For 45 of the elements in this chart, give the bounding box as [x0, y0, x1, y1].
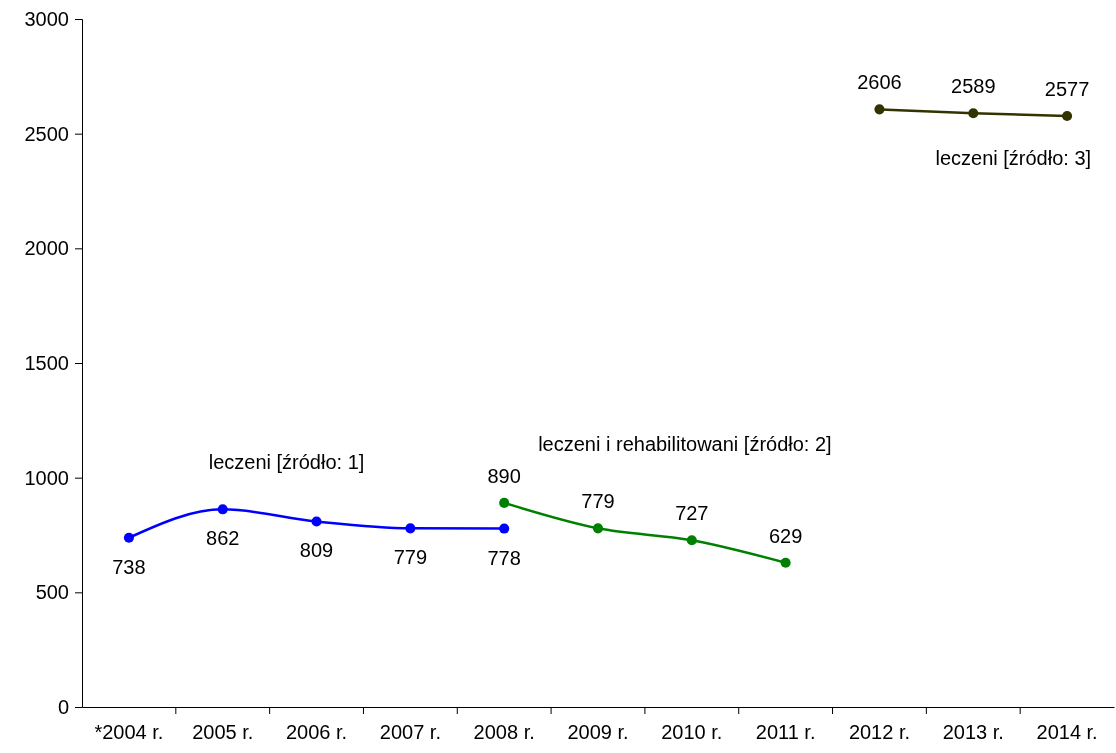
data-label: 2606	[857, 71, 902, 94]
x-tick-label: 2014 r.	[1036, 721, 1098, 744]
data-label: 727	[675, 502, 709, 525]
y-tick-label: 2000	[24, 237, 69, 260]
x-tick-label: 2010 r.	[661, 721, 723, 744]
x-tick-label: 2013 r.	[942, 721, 1004, 744]
y-tick-label: 2500	[24, 122, 69, 145]
x-tick-label: 2012 r.	[848, 721, 911, 744]
point	[968, 108, 979, 119]
y-tick-label: 500	[35, 581, 69, 604]
y-tick-label: 1000	[24, 466, 69, 489]
x-tick-label: 2011 r.	[755, 721, 816, 744]
y-tick-label: 1500	[24, 351, 69, 374]
point	[686, 535, 697, 546]
point	[780, 557, 791, 568]
series-label: leczeni [źródło: 3]	[935, 147, 1092, 170]
x-tick-label: 2009 r.	[567, 721, 629, 744]
data-label: 779	[581, 490, 615, 513]
point	[311, 516, 322, 527]
point	[405, 523, 416, 534]
data-label: 809	[299, 539, 334, 562]
data-label: 2577	[1044, 78, 1090, 101]
data-label: 629	[768, 524, 803, 547]
point	[217, 504, 228, 515]
text: leczeni i rehabilitowani [źródło: 2]	[538, 432, 832, 455]
x-tick-label: 2008 r.	[473, 721, 535, 744]
data-label: 862	[206, 527, 240, 550]
x-tick-label: 2006 r.	[285, 721, 348, 744]
y-tick-label: 3000	[24, 7, 69, 30]
y-tick-label: 0	[57, 695, 69, 718]
point	[123, 532, 134, 543]
x-tick-label: 2005 r.	[192, 721, 254, 744]
point	[874, 104, 885, 115]
data-label: 738	[112, 555, 146, 578]
data-label: 779	[393, 546, 428, 569]
data-label: 890	[487, 464, 521, 487]
point	[499, 523, 510, 534]
point	[499, 497, 510, 508]
point	[592, 523, 604, 534]
x-tick-label: *2004 r.	[94, 721, 164, 744]
series-label: leczeni [źródło: 1]	[208, 451, 365, 474]
x-tick-label: 2007 r.	[379, 721, 441, 744]
data-label: 778	[487, 546, 521, 569]
point	[1062, 110, 1073, 122]
data-label: 2589	[951, 75, 996, 98]
